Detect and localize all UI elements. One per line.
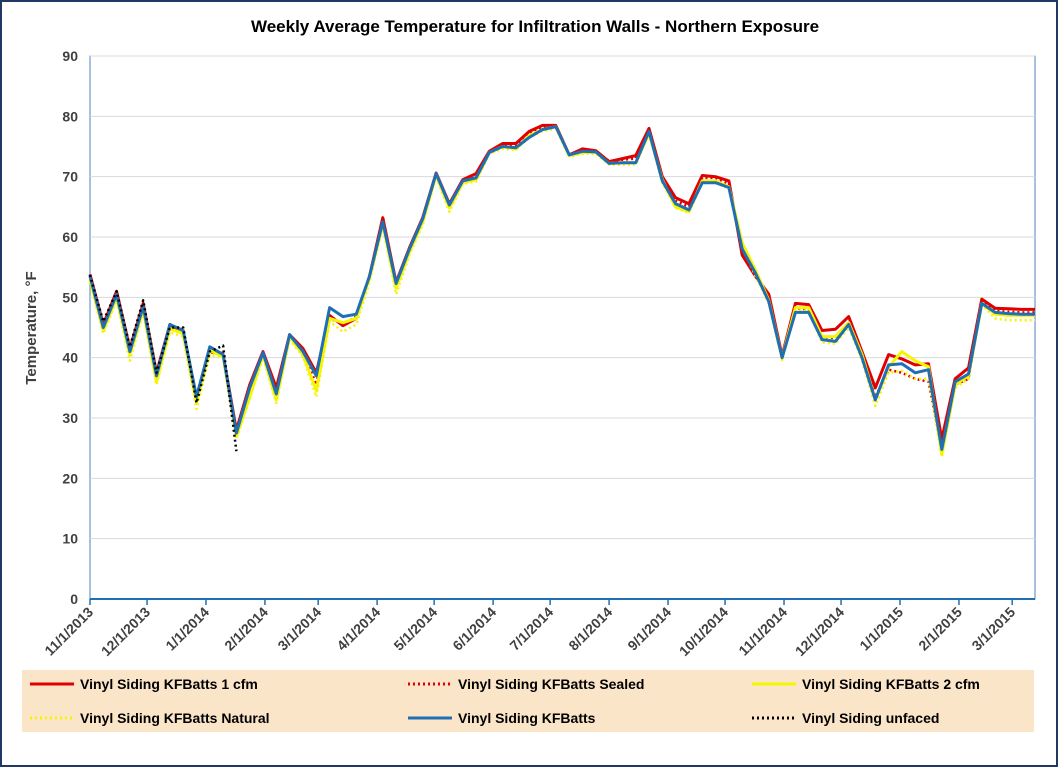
y-tick-label: 30 [62, 410, 78, 426]
legend-label: Vinyl Siding KFBatts Sealed [458, 676, 644, 692]
y-tick-label: 10 [62, 531, 78, 547]
series-line [88, 274, 238, 452]
y-tick-label: 60 [62, 229, 78, 245]
y-tick-label: 90 [62, 48, 78, 64]
series-line [88, 125, 1035, 451]
legend-label: Vinyl Siding unfaced [802, 710, 939, 726]
legend [22, 670, 1034, 732]
y-tick-label: 40 [62, 350, 78, 366]
y-tick-label: 50 [62, 289, 78, 305]
legend-label: Vinyl Siding KFBatts 1 cfm [80, 676, 258, 692]
y-tick-label: 70 [62, 169, 78, 185]
chart-title: Weekly Average Temperature for Infiltrat… [251, 17, 819, 36]
legend-label: Vinyl Siding KFBatts Natural [80, 710, 270, 726]
y-tick-label: 0 [70, 591, 78, 607]
y-tick-label: 20 [62, 470, 78, 486]
y-axis-title: Temperature, °F [23, 271, 40, 384]
legend-label: Vinyl Siding KFBatts 2 cfm [802, 676, 980, 692]
y-tick-label: 80 [62, 108, 78, 124]
legend-label: Vinyl Siding KFBatts [458, 710, 596, 726]
